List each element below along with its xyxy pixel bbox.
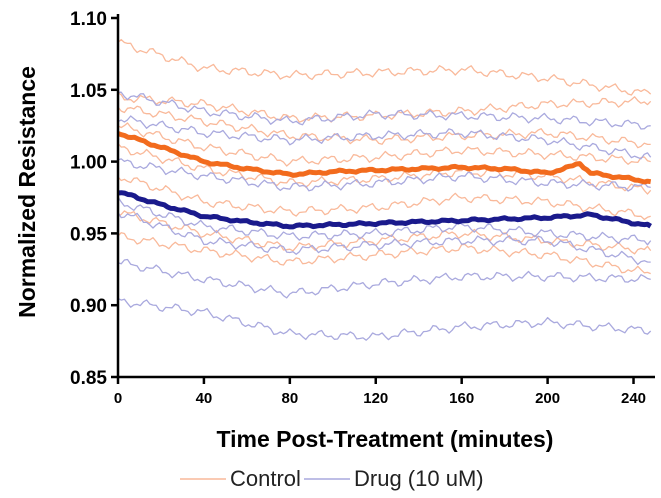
y-tick-label: 0.90 xyxy=(70,296,107,317)
x-axis-title: Time Post-Treatment (minutes) xyxy=(217,426,554,452)
y-tick-label: 0.95 xyxy=(70,224,107,245)
ticks-layer: 0.85 0.90 0.95 1.00 1.05 1.10 0 40 80 120 160 200 24… xyxy=(70,9,646,407)
axes-layer xyxy=(116,14,655,379)
legend-label-control: Control xyxy=(230,466,301,491)
series-line-drug-mean xyxy=(117,190,652,230)
series-line-drug xyxy=(117,212,651,266)
x-tick-label: 0 xyxy=(114,390,122,407)
y-tick-label: 1.10 xyxy=(70,9,107,30)
series-line-control xyxy=(117,122,651,167)
legend-label-drug: Drug (10 uM) xyxy=(354,466,484,491)
x-tick-label: 120 xyxy=(363,390,388,407)
series-layer xyxy=(117,38,652,341)
y-axis-title: Normalized Resistance xyxy=(14,66,40,318)
series-line-drug xyxy=(117,91,651,130)
series-line-control xyxy=(117,105,651,149)
x-tick-label: 40 xyxy=(196,390,213,407)
series-line-control xyxy=(117,210,652,255)
y-tick-label: 1.05 xyxy=(70,81,107,102)
series-line-drug xyxy=(117,158,651,192)
series-line-control-mean xyxy=(117,131,652,185)
x-tick-label: 160 xyxy=(449,390,474,407)
series-line-control xyxy=(117,143,652,195)
series-line-control xyxy=(117,176,651,221)
series-line-control xyxy=(117,38,652,96)
x-tick-label: 200 xyxy=(535,390,560,407)
x-tick-label: 80 xyxy=(281,390,298,407)
legend: Control Drug (10 uM) xyxy=(180,466,484,491)
series-line-drug xyxy=(117,297,652,341)
series-line-control xyxy=(117,232,651,275)
y-tick-label: 1.00 xyxy=(70,153,107,174)
series-line-drug xyxy=(117,196,652,246)
series-line-control xyxy=(117,92,652,123)
series-line-drug xyxy=(117,258,651,299)
x-tick-label: 240 xyxy=(621,390,646,407)
y-tick-label: 0.85 xyxy=(70,368,107,389)
series-line-drug xyxy=(117,115,652,160)
